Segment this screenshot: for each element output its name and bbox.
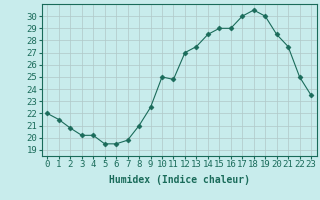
- X-axis label: Humidex (Indice chaleur): Humidex (Indice chaleur): [109, 175, 250, 185]
